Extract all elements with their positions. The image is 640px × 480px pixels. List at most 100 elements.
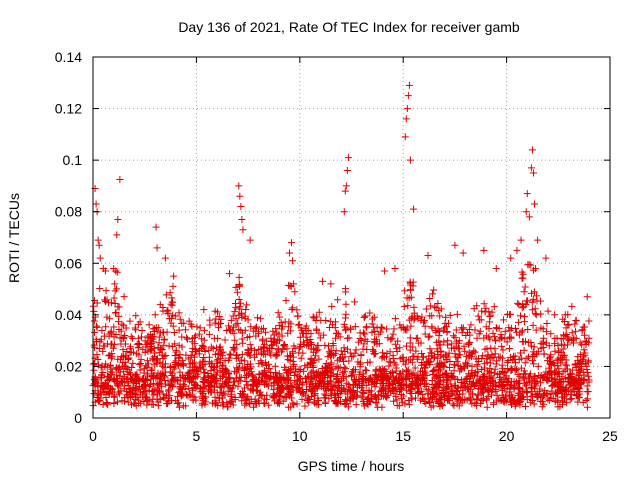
roti-noise-point <box>520 346 528 354</box>
roti-noise-point <box>124 356 132 364</box>
roti-noise-point <box>490 369 498 377</box>
roti-noise-point <box>299 349 307 357</box>
roti-noise-point <box>164 309 172 317</box>
roti-noise-point <box>175 399 183 407</box>
roti-noise-point <box>194 368 202 376</box>
roti-noise-point <box>244 393 252 401</box>
roti-noise-point <box>361 366 369 374</box>
roti-noise-point <box>578 327 586 335</box>
roti-noise-point <box>438 401 446 409</box>
roti-noise-point <box>108 385 116 393</box>
roti-noise-point <box>106 389 114 397</box>
roti-noise-point <box>220 400 228 408</box>
roti-noise-point <box>115 312 123 320</box>
roti-noise-point <box>331 350 339 358</box>
roti-noise-point <box>285 323 293 331</box>
roti-noise-point <box>418 350 426 358</box>
roti-noise-point <box>571 320 579 328</box>
roti-noise-point <box>366 358 374 366</box>
roti-noise-point <box>185 317 193 325</box>
roti-noise-point <box>219 402 227 410</box>
roti-noise-point <box>173 400 181 408</box>
roti-noise-point <box>274 398 282 406</box>
roti-noise-point <box>175 403 183 411</box>
roti-noise-point <box>280 341 288 349</box>
roti-noise-point <box>218 394 226 402</box>
roti-noise-point <box>141 337 149 345</box>
roti-point <box>492 264 500 272</box>
roti-noise-point <box>271 397 279 405</box>
roti-point <box>410 205 418 213</box>
roti-noise-point <box>263 391 271 399</box>
roti-noise-point <box>437 305 445 313</box>
roti-noise-point <box>153 395 161 403</box>
roti-point <box>153 244 161 252</box>
roti-noise-point <box>540 334 548 342</box>
roti-noise-point <box>379 349 387 357</box>
roti-noise-point <box>325 363 333 371</box>
roti-noise-point <box>341 348 349 356</box>
roti-noise-point <box>390 397 398 405</box>
roti-noise-point <box>225 354 233 362</box>
roti-noise-point <box>282 393 290 401</box>
roti-noise-point <box>349 367 357 375</box>
roti-noise-point <box>529 392 537 400</box>
roti-noise-point <box>288 394 296 402</box>
roti-noise-point <box>530 360 538 368</box>
roti-noise-point <box>166 392 174 400</box>
roti-noise-point <box>241 401 249 409</box>
roti-noise-point <box>334 296 342 304</box>
axis-ticks <box>92 56 611 419</box>
roti-noise-point <box>201 357 209 365</box>
roti-noise-point <box>168 383 176 391</box>
roti-noise-point <box>544 307 552 315</box>
roti-noise-point <box>195 330 203 338</box>
roti-noise-point <box>134 344 142 352</box>
roti-noise-point <box>150 344 158 352</box>
roti-noise-point <box>193 373 201 381</box>
roti-noise-point <box>537 310 545 318</box>
roti-noise-point <box>109 344 117 352</box>
roti-noise-point <box>263 373 271 381</box>
roti-noise-point <box>159 360 167 368</box>
roti-noise-point <box>585 317 593 325</box>
roti-noise-point <box>293 400 301 408</box>
roti-noise-point <box>211 393 219 401</box>
roti-noise-point <box>175 309 183 317</box>
roti-noise-point <box>273 329 281 337</box>
roti-noise-point <box>278 332 286 340</box>
roti-noise-point <box>211 307 219 315</box>
roti-noise-point <box>95 345 103 353</box>
roti-noise-point <box>491 365 499 373</box>
roti-noise-point <box>105 383 113 391</box>
roti-noise-point <box>222 366 230 374</box>
roti-noise-point <box>151 311 159 319</box>
roti-noise-point <box>209 363 217 371</box>
roti-noise-point <box>395 376 403 384</box>
roti-noise-point <box>231 378 239 386</box>
roti-noise-point <box>128 375 136 383</box>
roti-noise-point <box>297 324 305 332</box>
roti-noise-point <box>371 393 379 401</box>
roti-noise-point <box>532 391 540 399</box>
roti-noise-point <box>576 376 584 384</box>
roti-noise-point <box>513 366 521 374</box>
roti-noise-point <box>169 311 177 319</box>
roti-noise-point <box>274 309 282 317</box>
roti-noise-point <box>242 306 250 314</box>
roti-noise-point <box>498 342 506 350</box>
roti-noise-point <box>577 380 585 388</box>
roti-noise-point <box>128 363 136 371</box>
roti-noise-point <box>474 391 482 399</box>
roti-noise-point <box>225 326 233 334</box>
roti-noise-point <box>309 345 317 353</box>
roti-noise-point <box>473 402 481 410</box>
roti-point <box>406 156 414 164</box>
roti-noise-point <box>330 381 338 389</box>
roti-noise-point <box>231 299 239 307</box>
roti-noise-point <box>159 328 167 336</box>
roti-noise-point <box>305 341 313 349</box>
roti-noise-point <box>547 330 555 338</box>
roti-noise-point <box>433 360 441 368</box>
roti-noise-point <box>217 346 225 354</box>
